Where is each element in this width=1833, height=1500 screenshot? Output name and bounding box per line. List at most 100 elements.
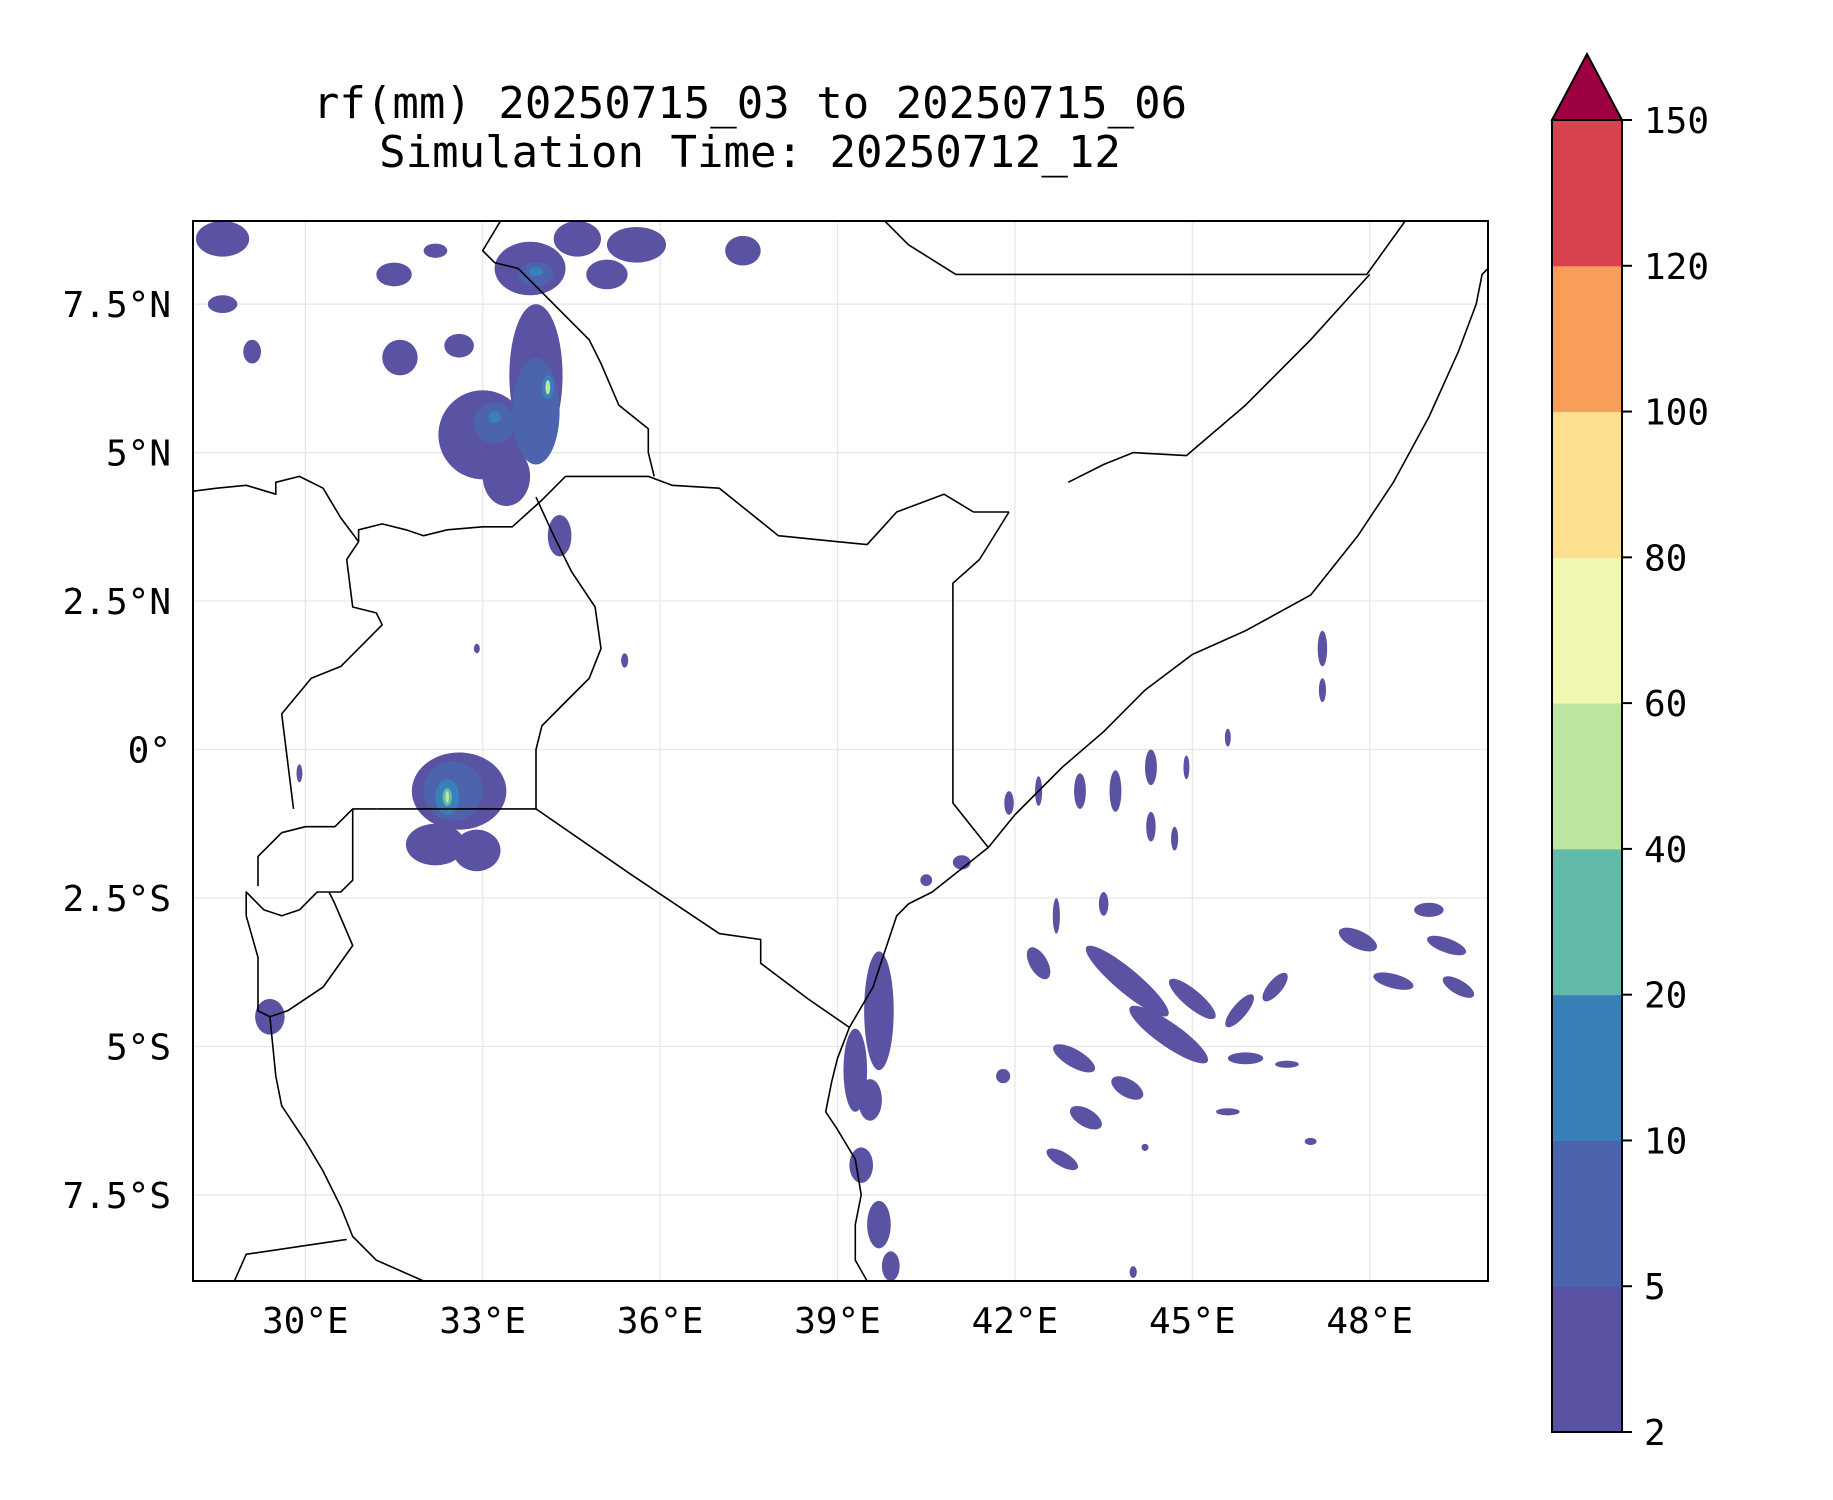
map-title: rf(mm) 20250715_03 to 20250715_06 (312, 78, 1188, 129)
precip-cell (1085, 945, 1169, 1017)
colorbar-tick-label: 40 (1644, 830, 1687, 871)
precip-cell (1053, 1044, 1096, 1073)
colorbar-frame (1551, 119, 1623, 1433)
precip-cell (1129, 1266, 1137, 1279)
border-line (1067, 273, 1371, 484)
precip-cell (376, 262, 412, 287)
precip-cell (528, 266, 544, 277)
colorbar-tick-label: 80 (1644, 538, 1687, 579)
y-tick-label: 5°S (106, 1027, 171, 1068)
colorbar-tick-label: 120 (1644, 247, 1709, 288)
border-line (245, 915, 424, 1281)
precip-cell (1069, 1105, 1102, 1130)
colorbar-tick-label: 150 (1644, 101, 1709, 142)
y-axis-ticks: 7.5°N 5°N 2.5°N 0° 2.5°S 5°S 7.5°S (63, 285, 171, 1217)
map-background (193, 221, 1488, 1281)
precip-cell (1262, 972, 1288, 1002)
border-line (376, 496, 602, 810)
border-line (535, 808, 850, 1029)
precip-cell (1225, 994, 1255, 1028)
colorbar-tick-label: 2 (1644, 1413, 1666, 1454)
precip-cell (1026, 947, 1051, 980)
colorbar-segment (1552, 1286, 1622, 1433)
colorbar-tick-label: 5 (1644, 1267, 1666, 1308)
border-line (481, 221, 655, 477)
colorbar-tick-label: 20 (1644, 976, 1687, 1017)
precip-cell (1304, 1137, 1317, 1146)
precip-cell (1338, 927, 1378, 952)
precip-cell (296, 764, 303, 783)
x-tick-label: 36°E (617, 1301, 704, 1342)
precip-cell (382, 339, 418, 376)
colorbar-segment (1552, 994, 1622, 1141)
precip-cell (920, 874, 933, 887)
precip-cell (849, 1147, 874, 1184)
precip-cell (207, 295, 238, 314)
precip-cell (243, 339, 262, 364)
precip-cell (473, 643, 480, 654)
precip-cell (1275, 1060, 1299, 1068)
precip-cell (952, 855, 971, 870)
precip-cell (1171, 826, 1179, 851)
precip-cell (423, 243, 448, 258)
precip-cell (864, 951, 894, 1071)
colorbar-segment (1552, 703, 1622, 850)
precip-cell (996, 1069, 1011, 1084)
precip-cell (621, 653, 629, 668)
precip-cell (1227, 1052, 1264, 1065)
border-line (233, 1238, 347, 1281)
precip-cell (195, 221, 250, 257)
precip-cell (1052, 897, 1060, 934)
precip-cell (606, 226, 667, 263)
precip-cell (1168, 978, 1216, 1020)
colorbar-segment (1552, 265, 1622, 413)
colorbar-tick-label: 10 (1644, 1121, 1687, 1162)
precip-cell (547, 514, 572, 557)
precip-cell (1074, 773, 1086, 809)
precip-cell (1111, 1076, 1144, 1100)
colorbar: 2 5 10 20 40 60 80 100 120 150 (1550, 51, 1709, 1454)
colorbar-tick-label: 60 (1644, 684, 1687, 725)
precip-cell (858, 1079, 882, 1121)
border-line (884, 221, 1406, 276)
border-line (824, 1027, 868, 1281)
precip-cell (405, 823, 466, 866)
precip-cell (725, 235, 761, 266)
colorbar-segment (1552, 120, 1622, 267)
border-line (848, 267, 1488, 1028)
precip-cell (488, 411, 501, 423)
precip-cell (1215, 1108, 1240, 1116)
y-tick-label: 7.5°S (63, 1176, 171, 1217)
x-tick-label: 30°E (262, 1301, 349, 1342)
precip-cell (444, 333, 474, 358)
precip-cell (586, 259, 628, 290)
x-axis-ticks: 30°E 33°E 36°E 39°E 42°E 45°E 48°E (262, 1301, 1413, 1342)
precip-cell (1098, 892, 1109, 916)
y-tick-label: 5°N (106, 434, 171, 475)
precip-cell (1109, 770, 1122, 812)
x-tick-label: 42°E (972, 1301, 1059, 1342)
precip-cell (1373, 972, 1414, 990)
colorbar-segment (1552, 848, 1622, 996)
map-subtitle: Simulation Time: 20250712_12 (379, 127, 1121, 178)
colorbar-segment (1552, 1140, 1622, 1287)
precip-cell (1146, 811, 1156, 842)
map-frame (192, 220, 1489, 1282)
country-borders (193, 221, 1488, 1281)
precip-cell (1129, 1005, 1209, 1064)
precip-cell (1004, 791, 1014, 815)
x-tick-label: 33°E (439, 1301, 526, 1342)
precip-cell (1442, 976, 1475, 998)
x-tick-label: 45°E (1149, 1301, 1236, 1342)
precip-cell (1145, 749, 1157, 786)
border-line (193, 475, 1009, 546)
x-tick-label: 39°E (794, 1301, 881, 1342)
y-tick-label: 2.5°N (63, 582, 171, 623)
y-tick-label: 2.5°S (63, 879, 171, 920)
colorbar-tick-label: 100 (1644, 393, 1709, 434)
precip-cell (482, 446, 531, 507)
precip-cell (445, 791, 450, 803)
colorbar-segment (1552, 411, 1622, 558)
precip-field (195, 221, 1475, 1281)
